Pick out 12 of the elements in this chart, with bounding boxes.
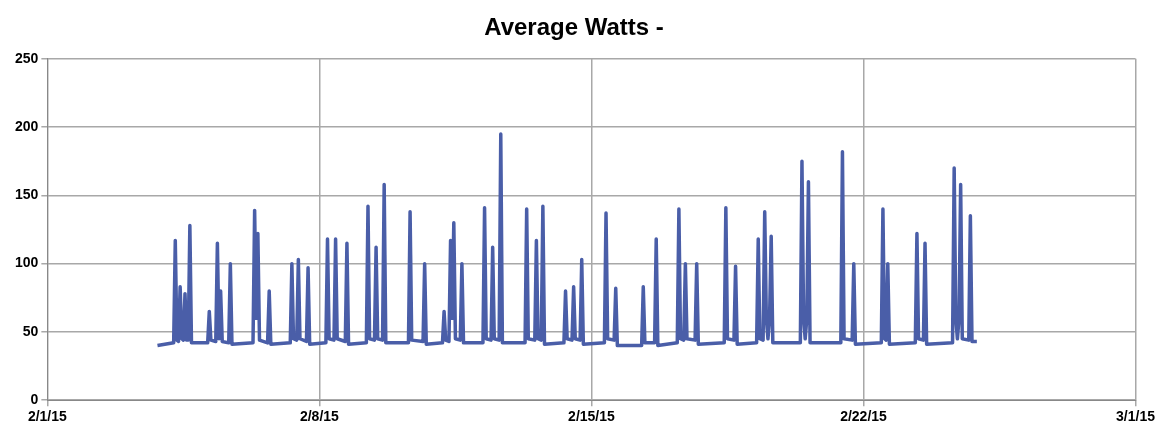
y-tick-label: 250 bbox=[15, 49, 39, 66]
x-tick-label: 2/8/15 bbox=[299, 408, 340, 425]
y-tick-label: 0 bbox=[30, 391, 39, 408]
y-tick-label: 200 bbox=[15, 117, 39, 134]
x-tick-label: 3/1/15 bbox=[1116, 408, 1156, 425]
x-tick-label: 2/15/15 bbox=[568, 408, 616, 425]
y-tick-label: 50 bbox=[22, 322, 39, 339]
y-tick-label: 150 bbox=[15, 186, 39, 203]
chart-title: Average Watts - bbox=[484, 13, 664, 41]
x-tick-label: 2/1/15 bbox=[27, 408, 68, 425]
x-tick-label: 2/22/15 bbox=[840, 408, 888, 425]
y-tick-label: 100 bbox=[15, 254, 39, 271]
